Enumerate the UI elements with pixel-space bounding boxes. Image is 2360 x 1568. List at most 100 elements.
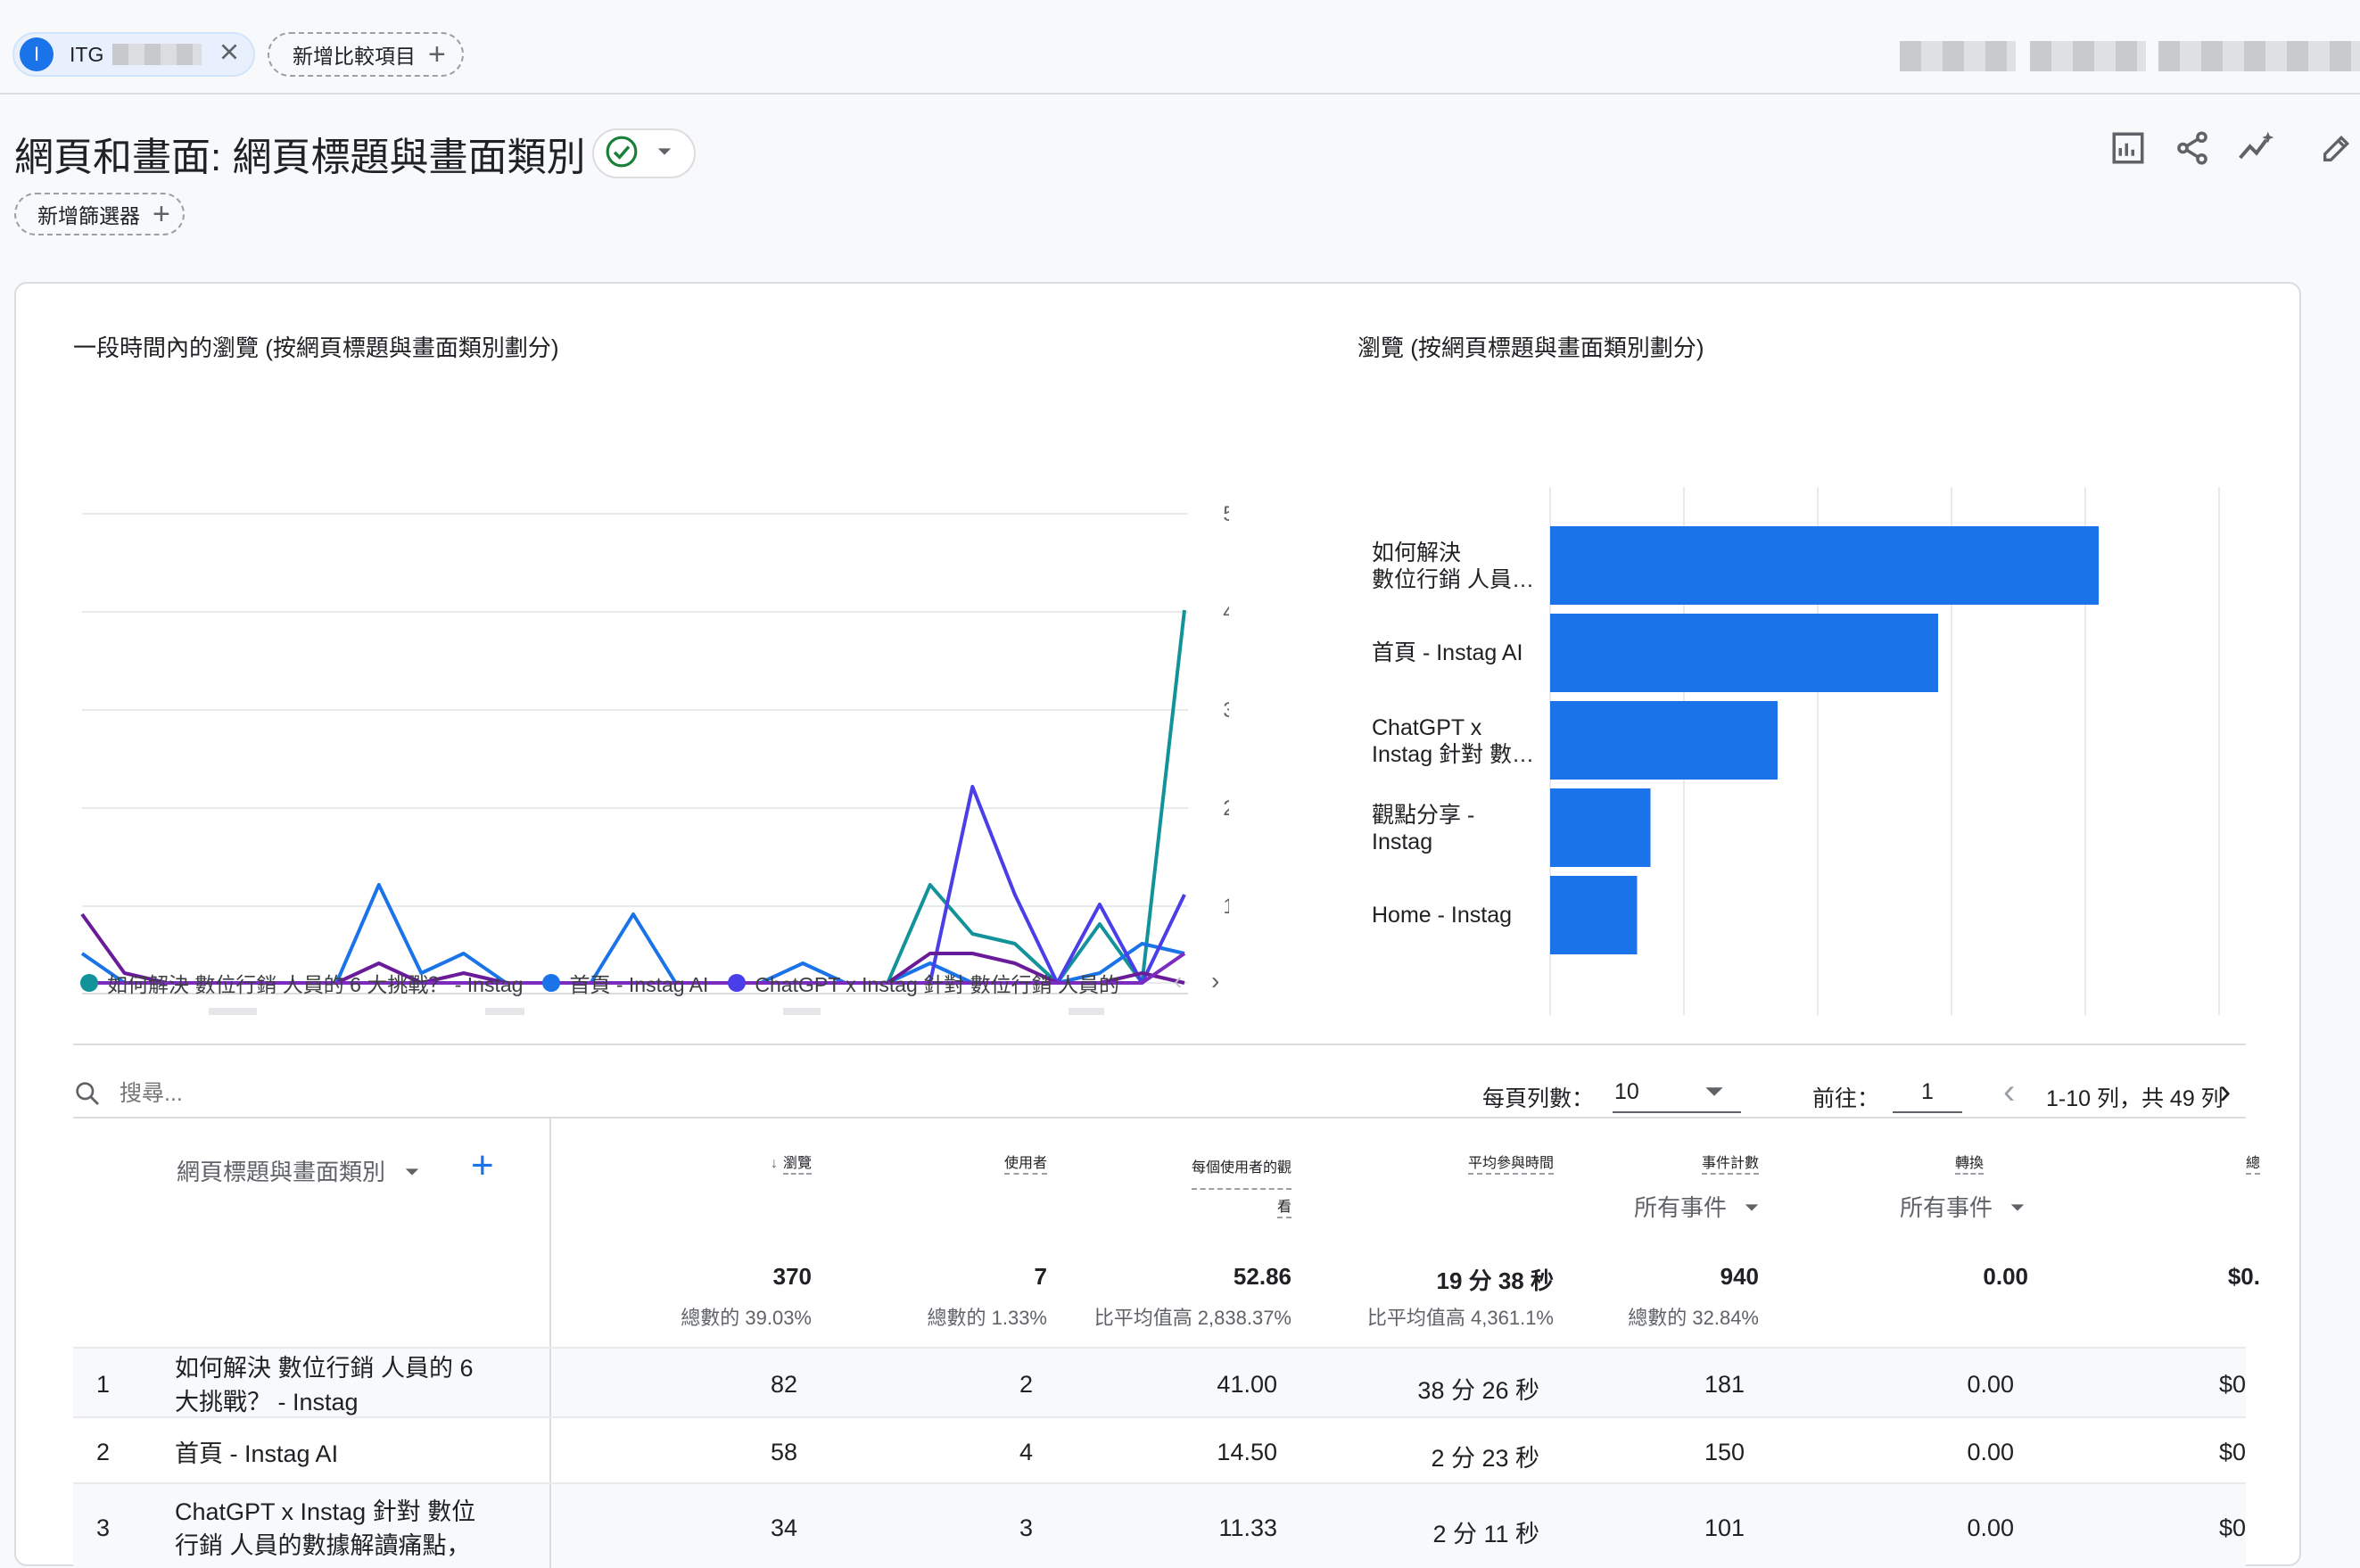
conversions-filter[interactable]: 所有事件 <box>1900 1190 2026 1223</box>
segment-chip[interactable]: I ITG <box>12 32 256 77</box>
total-event-count: 940 <box>1720 1263 1759 1290</box>
next-page-icon[interactable]: › <box>2219 1072 2232 1111</box>
comparison-bar: I ITG 新增比較項目 + <box>0 0 2360 95</box>
dimension-header[interactable]: 網頁標題與畫面類別 <box>177 1154 420 1187</box>
total-users: 7 <box>1034 1263 1047 1290</box>
add-dimension-button[interactable]: + <box>471 1143 494 1187</box>
header-users[interactable]: 使用者 <box>1003 1151 1047 1175</box>
legend-item[interactable]: 如何解決 數位行銷 人員的 6 大挑戰？ - Instag <box>80 968 523 998</box>
y-tick-label: 30 <box>1223 698 1229 722</box>
y-tick-label: 20 <box>1223 796 1229 821</box>
header-total-revenue[interactable]: 總 <box>2245 1151 2260 1175</box>
legend-item[interactable]: ChatGPT x Instag 針對 數位行銷 人員的 <box>728 968 1119 998</box>
prev-page-icon[interactable]: ‹ <box>2003 1072 2016 1111</box>
dropdown-arrow-icon <box>404 1159 420 1185</box>
edit-pencil-icon[interactable] <box>2314 125 2360 171</box>
chart-legend: 如何解決 數位行銷 人員的 6 大挑戰？ - Instag 首頁 - Instag… <box>80 967 1151 999</box>
bar-2[interactable] <box>1550 614 1938 692</box>
check-circle-icon <box>605 135 639 173</box>
legend-prev-icon[interactable]: ‹ <box>1174 967 1183 994</box>
add-comparison-button[interactable]: 新增比較項目 + <box>268 32 464 77</box>
bar-chart[interactable]: 020406080100如何解決數位行銷 人員…首頁 - Instag AICh… <box>1336 373 2264 1015</box>
line-chart[interactable]: 01020304050 <box>16 373 1229 1015</box>
cell-revenue: $0 <box>2218 1514 2246 1541</box>
divider <box>73 1117 2246 1118</box>
page-title-line: ChatGPT x Instag 針對 數位 <box>175 1498 476 1525</box>
rows-per-page-value: 10 <box>1614 1079 1639 1104</box>
bar-3[interactable] <box>1550 701 1778 780</box>
header-conversions-label: 轉換 <box>1954 1156 1984 1175</box>
header-event-count[interactable]: 事件計數 <box>1701 1151 1759 1175</box>
dropdown-arrow-icon <box>1704 1081 1725 1109</box>
bar-category-label: Instag 針對 數… <box>1372 742 1534 767</box>
bar-category-label: ChatGPT x <box>1372 715 1482 740</box>
line-chart-title: 一段時間內的瀏覽 (按網頁標題與畫面類別劃分) <box>73 334 559 361</box>
bar-5[interactable] <box>1550 876 1638 954</box>
legend-next-icon[interactable]: › <box>1211 967 1220 994</box>
bar-4[interactable] <box>1550 788 1651 867</box>
page-title-cell[interactable]: 首頁 - Instag AI <box>175 1437 338 1471</box>
cell-views: 58 <box>770 1439 797 1465</box>
close-icon[interactable] <box>218 40 241 69</box>
cell-avg-engagement: 2 分 11 秒 <box>1432 1521 1539 1547</box>
cell-views: 34 <box>770 1514 797 1541</box>
legend-item[interactable]: 首頁 - Instag AI <box>542 968 708 998</box>
header-views-per-user[interactable]: 每個使用者的觀 看 <box>1191 1151 1291 1226</box>
event-count-filter-label: 所有事件 <box>1634 1194 1728 1221</box>
goto-page-input[interactable]: 1 <box>1893 1072 1962 1113</box>
page-title-cell[interactable]: 如何解決 數位行銷 人員的 6 大挑戰？ - Instag <box>175 1351 474 1419</box>
segment-avatar: I <box>20 37 54 71</box>
row-index: 2 <box>96 1439 111 1465</box>
cell-users: 2 <box>1019 1371 1033 1398</box>
header-event-count-label: 事件計數 <box>1701 1156 1759 1175</box>
redacted-text <box>112 44 202 65</box>
search-input[interactable] <box>120 1074 565 1113</box>
cell-views-per-user: 14.50 <box>1217 1439 1277 1465</box>
column-divider <box>549 1118 551 1568</box>
add-filter-button[interactable]: 新增篩選器 + <box>14 193 185 235</box>
redacted-x-label <box>783 1008 821 1015</box>
page-title-cell[interactable]: ChatGPT x Instag 針對 數位 行銷 人員的數據解讀痛點， <box>175 1495 475 1563</box>
table-row[interactable]: 2 首頁 - Instag AI 58 4 14.50 2 分 23 秒 150 0.00 $0 <box>73 1416 2246 1482</box>
cell-event-count: 101 <box>1704 1514 1745 1541</box>
redacted-x-label <box>1069 1008 1104 1015</box>
header-total-revenue-label: 總 <box>2245 1156 2260 1175</box>
y-tick-label: 50 <box>1223 502 1229 526</box>
data-table: 網頁標題與畫面類別 + ↓ 瀏覽 使用者 每個使用者的觀 看 平均參與時間 事件計… <box>73 1118 2260 1568</box>
table-toolbar: 每頁列數： 10 前往： 1 ‹ 1-10 列，共 49 列 › <box>73 1069 2258 1122</box>
line-series-5[interactable] <box>82 952 1186 985</box>
bar-category-label: 數位行銷 人員… <box>1372 567 1534 592</box>
customize-report-icon[interactable] <box>2105 125 2151 171</box>
insights-icon[interactable] <box>2233 125 2280 171</box>
table-row[interactable]: 1 如何解決 數位行銷 人員的 6 大挑戰？ - Instag 82 2 41.00 38 … <box>73 1347 2246 1416</box>
pagination-text: 1-10 列，共 49 列 <box>2046 1086 2224 1111</box>
redacted-date <box>2030 41 2146 71</box>
header-avg-engagement-label: 平均參與時間 <box>1467 1156 1554 1175</box>
chevron-down-icon <box>656 144 673 164</box>
event-count-filter[interactable]: 所有事件 <box>1634 1190 1760 1223</box>
plus-icon: + <box>153 197 170 231</box>
rows-per-page-select[interactable]: 10 <box>1613 1072 1741 1113</box>
header-users-label: 使用者 <box>1003 1156 1047 1175</box>
bar-1[interactable] <box>1550 526 2099 605</box>
cell-revenue: $0 <box>2218 1371 2246 1398</box>
table-row[interactable]: 3 ChatGPT x Instag 針對 數位 行銷 人員的數據解讀痛點， 34 3 1… <box>73 1482 2246 1568</box>
report-status-dropdown[interactable] <box>592 128 696 178</box>
cell-views-per-user: 41.00 <box>1217 1371 1277 1398</box>
header-avg-engagement[interactable]: 平均參與時間 <box>1467 1151 1554 1175</box>
cell-event-count: 150 <box>1704 1439 1745 1465</box>
legend-label: 如何解決 數位行銷 人員的 6 大挑戰？ - Instag <box>107 973 524 996</box>
y-tick-label: 40 <box>1223 600 1229 624</box>
plus-icon: + <box>428 37 446 71</box>
legend-label: 首頁 - Instag AI <box>569 973 709 996</box>
header-views-per-user-label-2: 看 <box>1276 1200 1291 1218</box>
header-conversions[interactable]: 轉換 <box>1954 1151 1984 1175</box>
line-series-1[interactable] <box>82 609 1186 985</box>
line-series-3[interactable] <box>82 785 1186 985</box>
cell-avg-engagement: 2 分 23 秒 <box>1431 1445 1539 1472</box>
share-icon[interactable] <box>2169 125 2216 171</box>
segment-name: ITG <box>70 42 104 66</box>
total-revenue: $0. <box>2227 1263 2260 1290</box>
header-views[interactable]: ↓ 瀏覽 <box>771 1151 812 1175</box>
cell-revenue: $0 <box>2218 1439 2246 1465</box>
